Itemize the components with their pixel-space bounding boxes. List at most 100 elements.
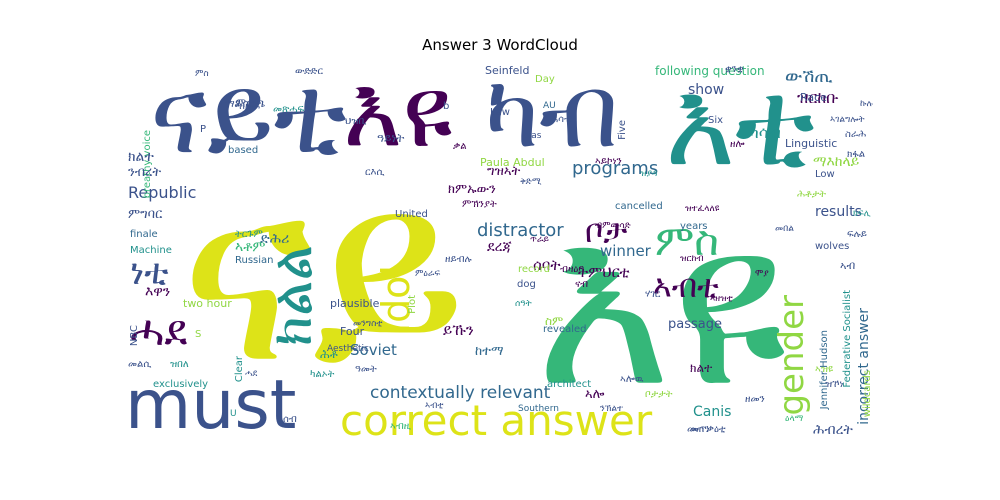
cloud-word: ግዝኣት: [487, 164, 521, 179]
cloud-word: ዝበለ: [170, 359, 189, 370]
cloud-word: ምርጫ: [235, 96, 266, 110]
cloud-word: ክፍሊ: [853, 209, 871, 219]
cloud-word: ፍሉይ: [847, 229, 867, 240]
cloud-word: ምኽንያት: [462, 199, 497, 210]
cloud-word: Southern: [518, 404, 559, 414]
cloud-word: እዋን: [145, 284, 171, 300]
cloud-word: ሞያ: [755, 269, 769, 279]
cloud-word: Paula Abdul: [480, 156, 545, 169]
cloud-word: distractor: [477, 220, 564, 241]
cloud-word: passage: [668, 317, 722, 332]
cloud-word: Seinfeld: [485, 64, 530, 77]
cloud-word: ሓደ: [130, 306, 188, 355]
cloud-word: Aesthetic: [327, 344, 369, 354]
cloud-word: ዘይብሉ: [445, 254, 472, 265]
cloud-word: Low: [815, 169, 835, 180]
cloud-word: ከተማ: [475, 344, 504, 359]
cloud-word: ደረጃ: [487, 239, 512, 255]
cloud-word: ዘሎ: [730, 139, 745, 150]
cloud-word: cancelled: [615, 201, 663, 212]
cloud-word: ትምህርቲ: [578, 263, 630, 281]
cloud-word: Six: [708, 115, 724, 126]
cloud-word: ይኹን: [443, 321, 474, 339]
cloud-word: Canis: [693, 404, 732, 420]
cloud-word: wolves: [815, 241, 850, 252]
cloud-word: Five: [617, 120, 628, 140]
cloud-word: ክልተ: [128, 149, 154, 165]
cloud-word: dog: [517, 279, 536, 290]
cloud-word: ምግባር: [128, 207, 163, 222]
cloud-word: ካብ: [485, 60, 619, 170]
cloud-word: gender: [772, 295, 812, 416]
cloud-word: ዝርከቡ: [797, 88, 839, 107]
cloud-word: ነቲ: [130, 252, 169, 293]
cloud-word: ኣዝዩ: [815, 364, 834, 375]
cloud-word: NBC: [129, 325, 140, 347]
cloud-word: ኣብ: [840, 259, 856, 272]
cloud-word: ዝያዳ: [640, 169, 658, 179]
cloud-word: ቦታ: [585, 212, 628, 250]
cloud-word: ዘመን: [745, 394, 765, 405]
cloud-word: እቲ: [665, 60, 815, 192]
cloud-word: መበል: [775, 224, 794, 234]
cloud-word: መንግስቲ: [353, 319, 383, 329]
cloud-word: Four: [340, 325, 365, 338]
cloud-word: United: [395, 209, 428, 220]
cloud-word: ቦታታት: [645, 389, 673, 400]
cloud-word: ሕቶታት: [797, 189, 826, 200]
cloud-word: plausible: [330, 297, 380, 310]
cloud-word: ሓሳብ: [550, 114, 572, 125]
cloud-word: ሰባት: [533, 256, 561, 274]
word-cloud: ናይቲ እዩ ካብ እቲ ናይ እዩ must correct answer g…: [125, 60, 875, 440]
cloud-word: ማሕበር: [225, 99, 255, 110]
cloud-word: Clear: [234, 356, 245, 383]
cloud-word: ሰዓት: [515, 299, 532, 309]
cloud-word: Machine: [130, 245, 172, 256]
cloud-word: ኣይኮነን: [595, 156, 622, 167]
cloud-word: Day: [535, 74, 555, 85]
cloud-word: ምዕራፍ: [415, 269, 441, 279]
cloud-word: ውድድር: [295, 66, 323, 77]
cloud-word: architect: [547, 379, 592, 390]
cloud-word: revealed: [543, 324, 587, 335]
cloud-word: ሕብረት: [813, 422, 853, 438]
figure-title: Answer 3 WordCloud: [422, 36, 578, 54]
cloud-word: ኣብቲ: [425, 401, 444, 411]
cloud-word: ዕላማ: [785, 414, 804, 424]
cloud-word: ናብ: [575, 279, 589, 290]
cloud-word: ርእሲ: [365, 167, 385, 178]
cloud-word: years: [680, 221, 708, 232]
cloud-word: ኩሉ: [860, 99, 873, 109]
cloud-word: Linguistic: [785, 137, 838, 150]
cloud-word: መጽሓፍ: [273, 104, 305, 115]
cloud-word: ዝኾነ: [825, 379, 844, 390]
cloud-word: ዓይነት: [377, 131, 405, 145]
cloud-word: ውሽጢ: [785, 66, 833, 87]
cloud-word: results: [815, 204, 862, 220]
cloud-word: Soviet: [350, 341, 397, 359]
cloud-word: Race: [800, 91, 827, 104]
cloud-word: ኣሎዉ: [620, 374, 644, 385]
cloud-word: ጥራይ: [530, 235, 549, 245]
cloud-word: ዝተፈላለዩ: [685, 204, 720, 214]
cloud-word: Russian: [235, 255, 274, 266]
cloud-word: b: [443, 101, 450, 112]
cloud-word: ምስ: [655, 216, 719, 265]
cloud-word: ዝርከብ: [680, 254, 704, 264]
cloud-word: based: [228, 145, 259, 156]
cloud-word: መልሲ: [128, 359, 152, 370]
cloud-word: ኣብቲ: [653, 267, 719, 305]
cloud-word: ሕቶ: [320, 347, 338, 361]
cloud-word: must: [125, 366, 297, 440]
cloud-word: ኣቶም: [235, 239, 266, 255]
cloud-word: ትርጉም: [235, 229, 263, 240]
cloud-word: Republic: [128, 183, 197, 202]
cloud-word: ምስ: [195, 69, 209, 79]
cloud-word: መጥቃዕቲ: [690, 424, 726, 435]
cloud-word: ቅድሚ: [520, 177, 542, 187]
cloud-word: ቋንቋ: [725, 64, 744, 75]
cloud-word: show: [688, 82, 725, 98]
cloud-word: AU: [543, 101, 556, 111]
cloud-word: ክፋል: [847, 149, 866, 160]
cloud-word: two hour: [183, 297, 232, 310]
